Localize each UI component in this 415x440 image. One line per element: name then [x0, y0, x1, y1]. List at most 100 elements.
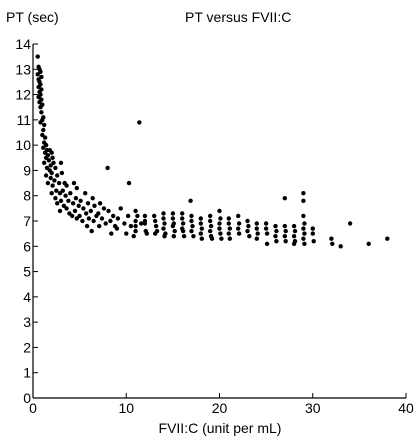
data-point [133, 218, 138, 224]
data-point [74, 185, 80, 191]
data-point [180, 221, 186, 226]
data-point [171, 234, 176, 239]
data-point [58, 160, 64, 165]
data-point [101, 206, 107, 211]
data-point [180, 211, 185, 216]
data-point [153, 218, 158, 224]
data-point [209, 236, 215, 241]
data-point [99, 216, 105, 221]
data-point [74, 216, 80, 221]
x-tick-label: 40 [398, 400, 414, 416]
data-point [236, 221, 242, 226]
data-point [85, 201, 91, 206]
y-tick-label: 8 [23, 188, 31, 204]
data-point [84, 211, 89, 216]
data-point [208, 223, 214, 229]
data-point [43, 155, 49, 160]
data-point [143, 228, 148, 234]
data-point [90, 196, 95, 201]
data-point [111, 213, 116, 219]
data-point [57, 208, 63, 214]
data-point [366, 241, 371, 246]
data-point [273, 223, 278, 229]
data-point [217, 221, 222, 226]
data-point [189, 218, 194, 224]
y-tick-label: 7 [23, 213, 31, 229]
data-point [226, 216, 231, 221]
data-point [137, 120, 142, 125]
data-point [126, 180, 132, 186]
data-point [226, 221, 231, 226]
data-point [264, 231, 270, 236]
data-point [217, 208, 222, 214]
data-point [133, 228, 138, 234]
data-point [283, 228, 288, 234]
data-point [128, 223, 134, 229]
data-point [37, 100, 42, 105]
data-point [301, 191, 306, 196]
data-point [301, 213, 306, 219]
data-point [54, 188, 59, 193]
data-point [208, 218, 213, 224]
data-point [60, 188, 65, 193]
data-point [83, 191, 88, 196]
data-point [291, 234, 297, 239]
data-point [55, 173, 60, 178]
data-point [198, 231, 203, 236]
data-point [42, 135, 48, 140]
y-tick-label: 14 [15, 36, 31, 52]
data-point [180, 228, 186, 234]
data-point [40, 132, 45, 138]
data-point [133, 223, 138, 229]
y-tick-label: 13 [15, 61, 31, 77]
data-point [217, 226, 222, 231]
data-point [236, 226, 241, 231]
data-point [302, 241, 307, 246]
data-point [41, 127, 46, 133]
data-point [170, 216, 176, 221]
data-point [72, 208, 78, 214]
data-point [58, 198, 64, 203]
data-point [97, 223, 102, 229]
data-point [55, 201, 60, 206]
data-point [291, 223, 297, 229]
x-tick-label: 30 [305, 400, 321, 416]
data-point [61, 203, 66, 208]
data-point [198, 221, 203, 226]
data-point [273, 234, 278, 239]
data-point [274, 228, 279, 234]
data-point [118, 206, 123, 211]
data-point [247, 234, 252, 239]
y-tick-label: 3 [23, 314, 31, 330]
data-points [35, 54, 390, 249]
data-point [161, 211, 166, 216]
data-point [80, 218, 85, 224]
data-point [162, 234, 167, 239]
data-point [142, 221, 148, 226]
data-point [274, 239, 279, 244]
data-point [91, 218, 96, 224]
y-tick-label: 0 [23, 390, 31, 406]
data-point [39, 110, 44, 115]
data-point [282, 223, 287, 229]
data-point [92, 203, 97, 208]
data-point [103, 221, 108, 226]
data-point [115, 216, 121, 221]
x-tick-label: 0 [29, 400, 37, 416]
data-point [44, 165, 50, 171]
data-point [330, 241, 335, 246]
data-point [86, 216, 92, 221]
data-point [311, 239, 316, 244]
data-point [51, 160, 56, 165]
data-point [161, 216, 166, 221]
data-point [180, 216, 185, 221]
data-point [263, 221, 269, 226]
data-point [264, 241, 270, 246]
data-point [42, 122, 47, 128]
data-point [49, 150, 54, 155]
data-point [63, 193, 68, 198]
data-point [42, 150, 48, 155]
data-point [255, 231, 260, 236]
data-point [114, 226, 120, 231]
data-point [219, 236, 224, 241]
